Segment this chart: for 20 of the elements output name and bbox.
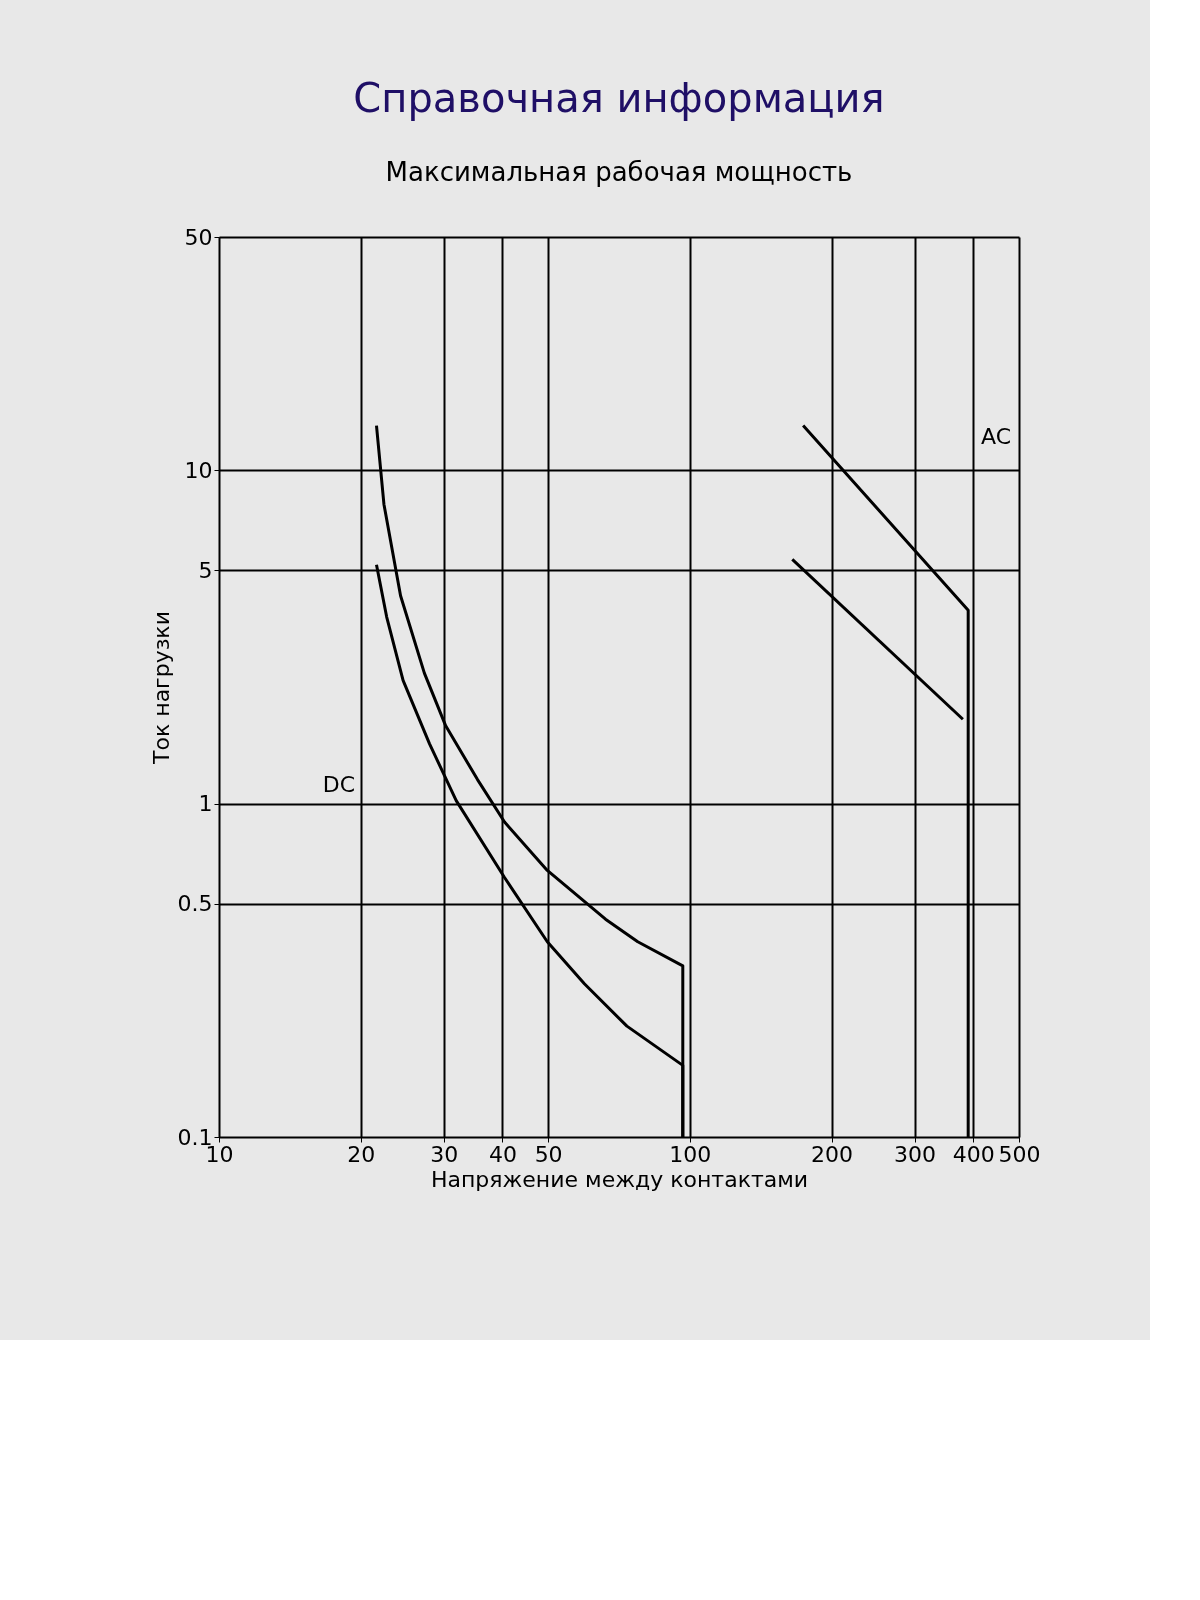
x-tick-label: 40 bbox=[488, 1141, 517, 1167]
x-tick-label: 20 bbox=[347, 1141, 376, 1167]
x-tick-label: 30 bbox=[430, 1141, 459, 1167]
y-tick-label: 10 bbox=[184, 457, 213, 483]
y-tick-label: 5 bbox=[198, 557, 213, 583]
x-tick-label: 200 bbox=[811, 1141, 854, 1167]
x-tick-label: 400 bbox=[952, 1141, 995, 1167]
annotation: AC bbox=[981, 424, 1012, 449]
chart-title: Справочная информация bbox=[353, 75, 885, 121]
x-tick-label: 100 bbox=[669, 1141, 712, 1167]
y-axis-title: Ток нагрузки bbox=[148, 611, 174, 765]
annotation: DC bbox=[322, 772, 355, 797]
y-tick-label: 1 bbox=[198, 791, 213, 817]
x-tick-label: 50 bbox=[534, 1141, 563, 1167]
x-axis-title: Напряжение между контактами bbox=[430, 1166, 809, 1192]
y-tick-label: 0.5 bbox=[177, 891, 213, 917]
y-tick-label: 50 bbox=[184, 224, 213, 250]
x-tick-label: 300 bbox=[894, 1141, 937, 1167]
chart-subtitle: Максимальная рабочая мощность bbox=[385, 157, 853, 187]
x-tick-label: 500 bbox=[998, 1141, 1041, 1167]
